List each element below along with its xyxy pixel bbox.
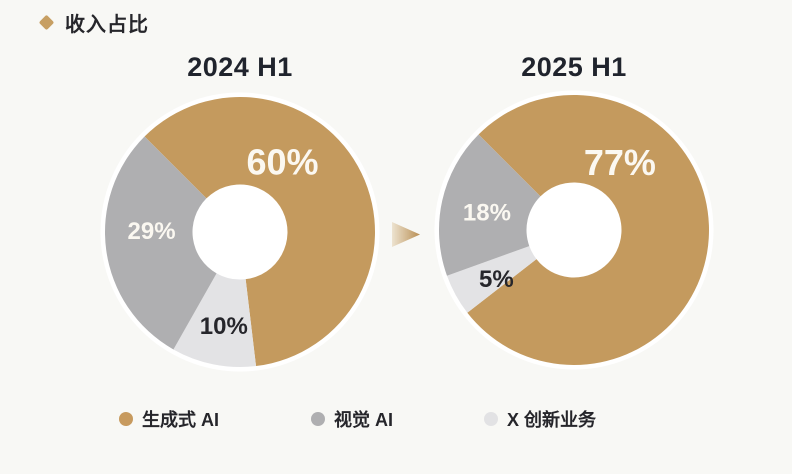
legend-item-visual-ai: 视觉 AI	[311, 408, 393, 430]
slice-x-innovation	[446, 246, 537, 313]
slice-value-label-generative-ai: 60%	[246, 141, 318, 182]
slice-value-label-generative-ai: 77%	[584, 142, 656, 183]
slice-value-label-x-innovation: 10%	[200, 313, 248, 340]
slice-visual-ai	[104, 136, 217, 350]
donut-chart-2025h1: 77% 5% 18%	[434, 90, 714, 370]
slice-generative-ai	[467, 95, 709, 365]
legend-label: 生成式 AI	[142, 410, 220, 430]
legend-item-generative-ai: 生成式 AI	[119, 408, 219, 430]
chart-title-2025h1: 2025 H1	[521, 52, 627, 82]
slice-generative-ai	[144, 96, 375, 367]
legend-dot-x-innovation	[484, 412, 498, 426]
slice-x-innovation	[173, 273, 257, 367]
transition-arrow-icon	[392, 222, 420, 247]
legend-dot-generative-ai	[119, 412, 133, 426]
section-header: 收入占比	[38, 8, 149, 37]
slice-value-label-visual-ai: 18%	[463, 200, 511, 227]
legend-dot-visual-ai	[311, 412, 325, 426]
donut-chart-2024h1: 60% 10% 29%	[100, 92, 380, 372]
legend-item-x-innovation: X 创新业务	[484, 408, 596, 430]
diamond-bullet-icon	[38, 14, 55, 31]
slice-visual-ai	[439, 134, 541, 276]
slice-value-label-visual-ai: 29%	[128, 218, 176, 245]
chart-title-2024h1: 2024 H1	[187, 52, 293, 82]
legend-label: X 创新业务	[507, 410, 597, 430]
slice-value-label-x-innovation: 5%	[479, 266, 514, 293]
legend-label: 视觉 AI	[334, 410, 394, 430]
section-title: 收入占比	[65, 14, 149, 36]
